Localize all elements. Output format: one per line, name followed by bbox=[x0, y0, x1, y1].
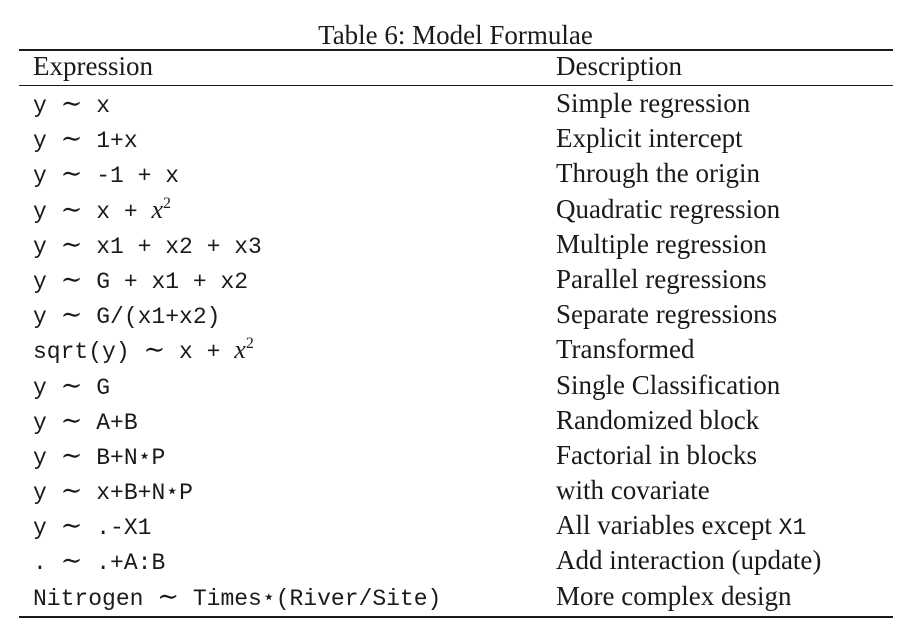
table-row: y ∼ 1+x Explicit intercept bbox=[0, 121, 911, 156]
math-term: x2 bbox=[151, 194, 171, 224]
formula-expression: y ∼ 1+x bbox=[33, 124, 138, 155]
table-row: Nitrogen ∼ Times⋆(River/Site) More compl… bbox=[0, 579, 911, 614]
formula-description: Quadratic regression bbox=[556, 193, 781, 224]
formula-expression: y ∼ x1 + x2 + x3 bbox=[33, 229, 262, 260]
formula-expression: Nitrogen ∼ Times⋆(River/Site) bbox=[33, 581, 442, 612]
table-row: y ∼ x1 + x2 + x3 Multiple regression bbox=[0, 227, 911, 262]
table-row: y ∼ -1 + x Through the origin bbox=[0, 156, 911, 191]
formula-expression: y ∼ x + x2 bbox=[33, 194, 171, 225]
formula-description: Factorial in blocks bbox=[556, 439, 757, 470]
column-header-expression: Expression bbox=[33, 51, 153, 81]
formula-expression: y ∼ G + x1 + x2 bbox=[33, 264, 249, 295]
table-row: y ∼ B+N⋆P Factorial in blocks bbox=[0, 438, 911, 473]
table-row: sqrt(y) ∼ x + x2 Transformed bbox=[0, 332, 911, 367]
formula-expression: y ∼ B+N⋆P bbox=[33, 440, 166, 471]
table-row: y ∼ .-X1 All variables except X1 bbox=[0, 508, 911, 543]
formula-description: Transformed bbox=[556, 334, 695, 365]
table-row: y ∼ x + x2 Quadratic regression bbox=[0, 192, 911, 227]
math-term: x2 bbox=[234, 335, 254, 365]
formula-description: Explicit intercept bbox=[556, 123, 743, 154]
formula-description: Simple regression bbox=[556, 88, 751, 118]
formula-description: All variables except X1 bbox=[556, 510, 807, 542]
formula-description: Add interaction (update) bbox=[556, 545, 822, 576]
code-term: X1 bbox=[778, 515, 807, 542]
table-caption: Table 6: Model Formulae bbox=[318, 20, 593, 50]
formula-expression: y ∼ A+B bbox=[33, 405, 138, 436]
table-top-rule bbox=[19, 49, 893, 51]
table-row: y ∼ x Simple regression bbox=[0, 86, 911, 121]
table-header-rule bbox=[19, 85, 893, 86]
table-row: y ∼ x+B+N⋆P with covariate bbox=[0, 473, 911, 508]
table-row: y ∼ G Single Classification bbox=[0, 368, 911, 403]
formula-expression: y ∼ G bbox=[33, 370, 111, 401]
column-header-description: Description bbox=[556, 51, 682, 81]
formula-description: Separate regressions bbox=[556, 299, 778, 330]
formula-expression: y ∼ x+B+N⋆P bbox=[33, 476, 193, 507]
table-row: . ∼ .+A:B Add interaction (update) bbox=[0, 543, 911, 578]
table-body: y ∼ x Simple regression y ∼ 1+x Explicit… bbox=[0, 86, 911, 614]
table-bottom-rule bbox=[19, 616, 893, 618]
table-row: y ∼ G + x1 + x2 Parallel regressions bbox=[0, 262, 911, 297]
formula-description: Single Classification bbox=[556, 369, 781, 400]
formula-description: with covariate bbox=[556, 475, 710, 506]
formula-expression: y ∼ x bbox=[33, 89, 111, 119]
formula-description: Randomized block bbox=[556, 404, 760, 435]
formula-expression: y ∼ .-X1 bbox=[33, 511, 152, 542]
formula-expression: . ∼ .+A:B bbox=[33, 546, 166, 577]
formula-description: Parallel regressions bbox=[556, 263, 767, 294]
formula-description: Multiple regression bbox=[556, 228, 767, 259]
formula-expression: sqrt(y) ∼ x + x2 bbox=[33, 335, 254, 366]
formula-expression: y ∼ -1 + x bbox=[33, 159, 180, 190]
formula-description: Through the origin bbox=[556, 158, 760, 189]
table-row: y ∼ G/(x1+x2) Separate regressions bbox=[0, 297, 911, 332]
formula-description: More complex design bbox=[556, 580, 792, 611]
table-row: y ∼ A+B Randomized block bbox=[0, 403, 911, 438]
formula-expression: y ∼ G/(x1+x2) bbox=[33, 300, 221, 331]
